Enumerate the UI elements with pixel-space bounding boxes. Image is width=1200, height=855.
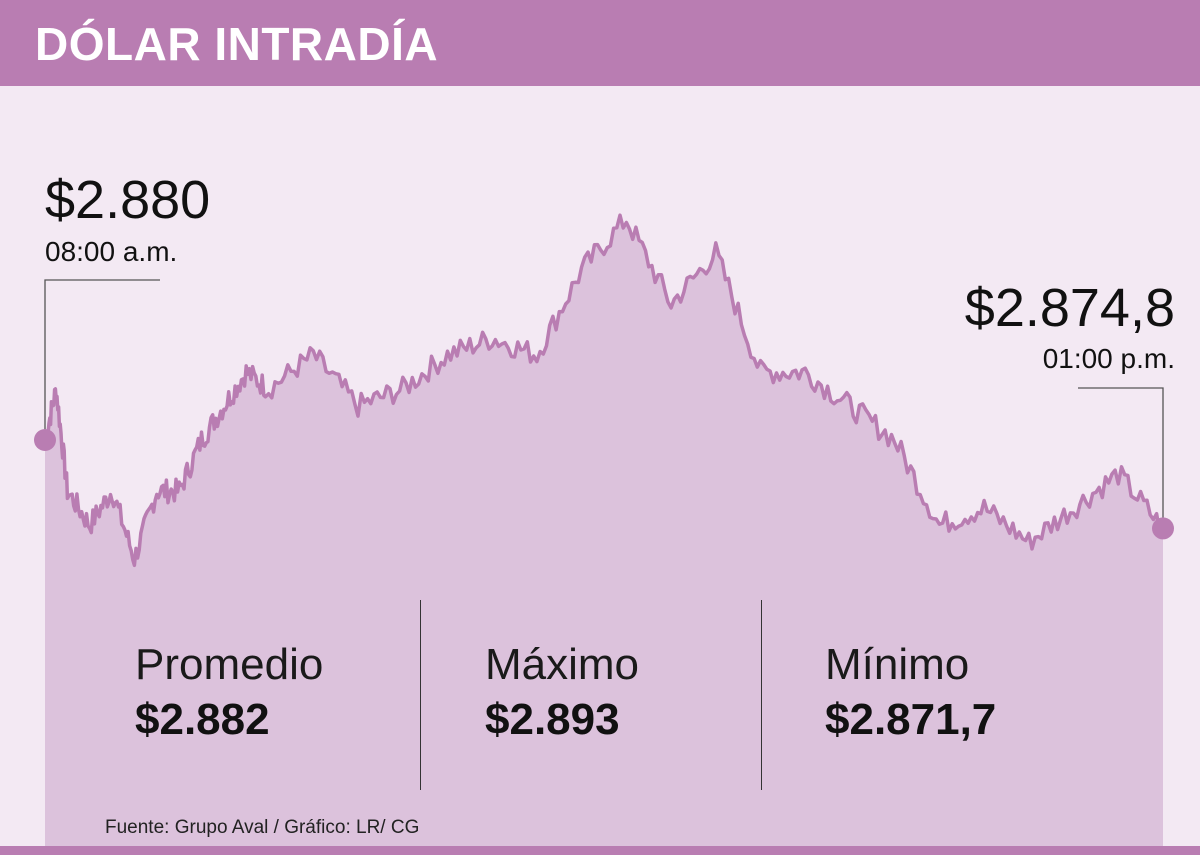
end-point (1152, 517, 1174, 540)
start-value: $2.880 (45, 170, 211, 230)
divider-1 (420, 600, 421, 790)
header-bar: DÓLAR INTRADÍA (0, 0, 1200, 86)
end-value: $2.874,8 (964, 278, 1175, 338)
stat-average-value: $2.882 (135, 695, 270, 744)
start-time: 08:00 a.m. (45, 236, 178, 267)
stat-max-label: Máximo (485, 640, 640, 689)
source-note: Fuente: Grupo Aval / Gráfico: LR/ CG (105, 817, 420, 838)
area-fill (45, 215, 1163, 846)
end-time: 01:00 p.m. (1042, 343, 1175, 374)
end-leader-line (1078, 387, 1164, 529)
start-leader-line (44, 279, 160, 440)
divider-2 (761, 600, 762, 790)
stat-max-value: $2.893 (485, 695, 620, 744)
start-point (34, 429, 56, 451)
price-line (43, 213, 1165, 568)
bottom-bar (0, 846, 1200, 855)
stat-average-label: Promedio (135, 640, 324, 689)
stat-min-label: Mínimo (825, 640, 970, 689)
chart-title: DÓLAR INTRADÍA (35, 18, 439, 70)
stat-min-value: $2.871,7 (825, 695, 997, 744)
